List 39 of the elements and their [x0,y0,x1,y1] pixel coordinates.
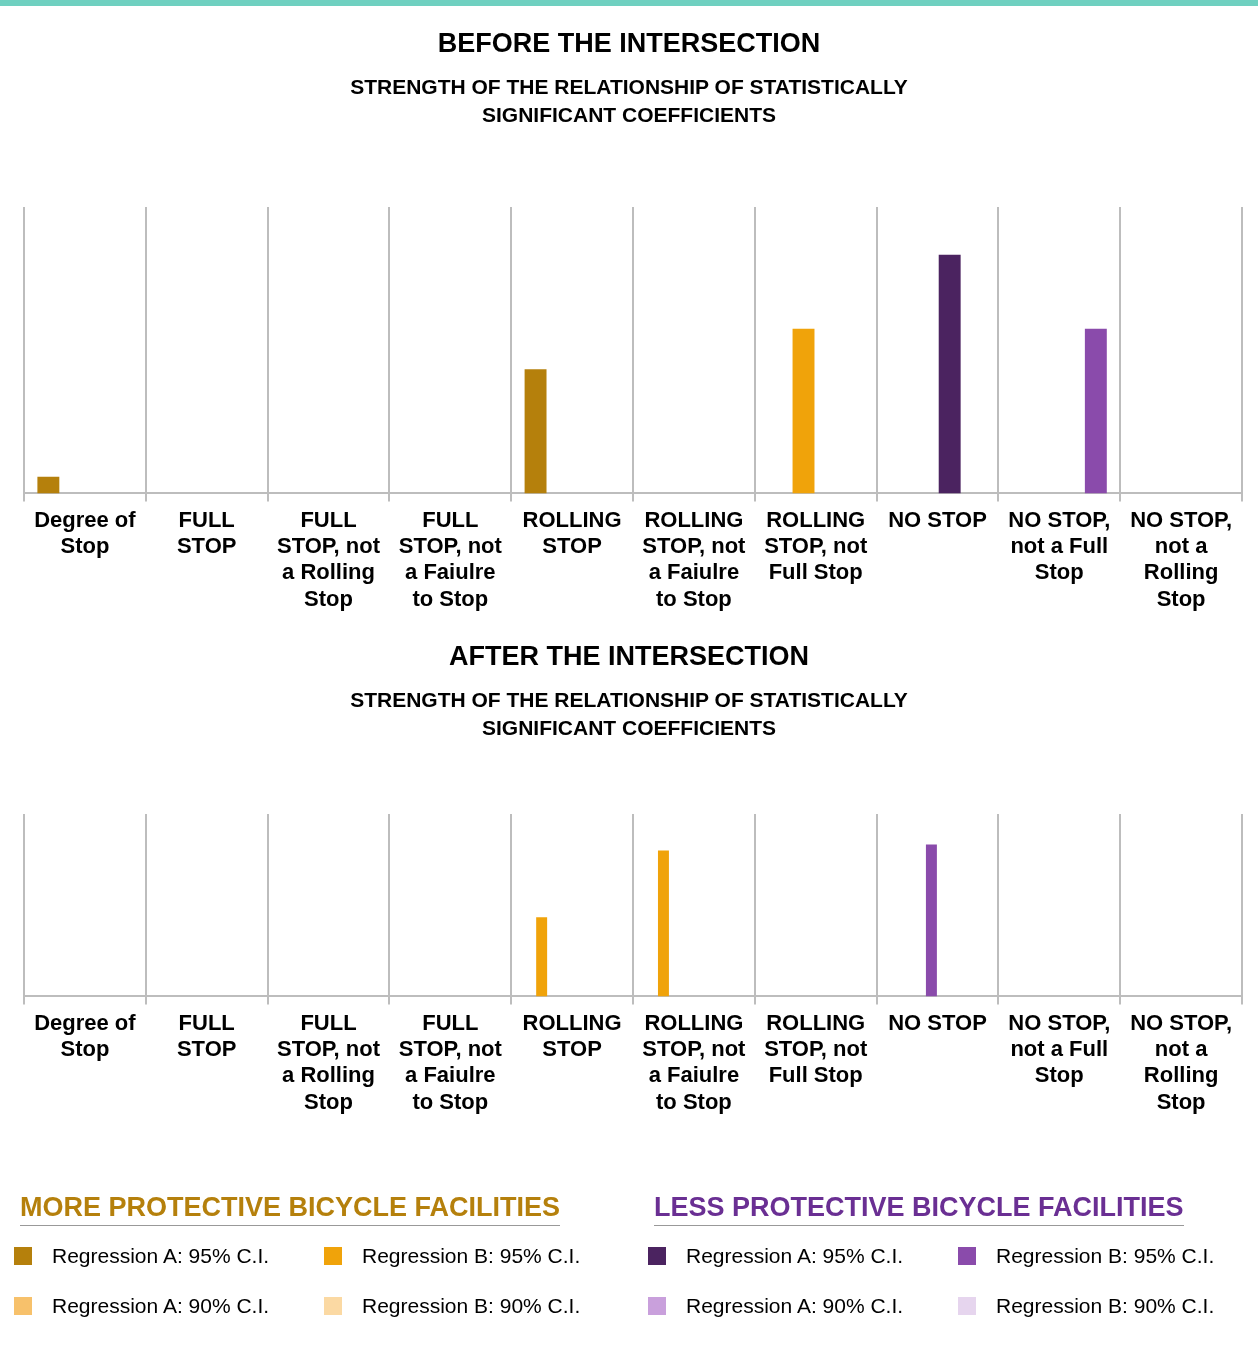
legend-label: Regression A: 90% C.I. [686,1294,904,1318]
x-tick-label: ROLLING STOP [522,1009,622,1062]
x-tick-label: NO STOP, not a Full Stop [1008,506,1111,585]
x-tick-label: Degree of Stop [34,1009,137,1062]
chart-subtitle: STRENGTH OF THE RELATIONSHIP OF STATISTICALLY SIGNIFICANT COEFFICIENTS [349,74,909,128]
legend-label: Regression A: 95% C.I. [52,1244,270,1268]
x-tick-label: NO STOP [888,1009,987,1035]
x-tick-label: NO STOP, not a Rolling Stop [1130,506,1233,611]
x-tick-label: ROLLING STOP, not Full Stop [764,506,868,585]
x-tick-label: FULL STOP, not a Rolling Stop [276,506,381,611]
x-tick-label: ROLLING STOP, not Full Stop [764,1009,868,1088]
legend-label: Regression A: 90% C.I. [52,1294,270,1318]
x-tick-label: Degree of Stop [34,506,137,559]
x-tick-label: ROLLING STOP, not a Faiulre to Stop [642,506,747,611]
chart-subtitle: STRENGTH OF THE RELATIONSHIP OF STATISTICALLY SIGNIFICANT COEFFICIENTS [349,687,909,741]
x-tick-label: ROLLING STOP, not a Faiulre to Stop [642,1009,747,1114]
legend-label: Regression B: 95% C.I. [362,1244,581,1268]
chart-title: AFTER THE INTERSECTION [448,641,810,672]
x-tick-label: FULL STOP, not a Faiulre to Stop [398,506,503,611]
bar [37,476,60,494]
x-tick-label: FULL STOP [176,1009,237,1062]
x-tick-label: FULL STOP, not a Rolling Stop [276,1009,381,1114]
bar [938,254,961,494]
bar [524,369,547,494]
x-tick-label: FULL STOP [176,506,237,559]
x-tick-label: FULL STOP, not a Faiulre to Stop [398,1009,503,1114]
x-tick-label: ROLLING STOP [522,506,622,559]
bar [792,328,815,494]
bar [1084,328,1107,494]
text: LESS PROTECTIVE BICYCLE FACILITIES [654,1192,1184,1226]
legend-label: Regression A: 95% C.I. [686,1244,904,1268]
legend-label: Regression B: 90% C.I. [362,1294,581,1318]
x-tick-label: NO STOP [888,506,987,532]
x-tick-label: NO STOP, not a Full Stop [1008,1009,1111,1088]
text: MORE PROTECTIVE BICYCLE FACILITIES [20,1192,561,1226]
chart-title: BEFORE THE INTERSECTION [436,28,822,59]
x-tick-label: NO STOP, not a Rolling Stop [1130,1009,1233,1114]
legend-label: Regression B: 90% C.I. [996,1294,1215,1318]
legend-label: Regression B: 95% C.I. [996,1244,1215,1268]
